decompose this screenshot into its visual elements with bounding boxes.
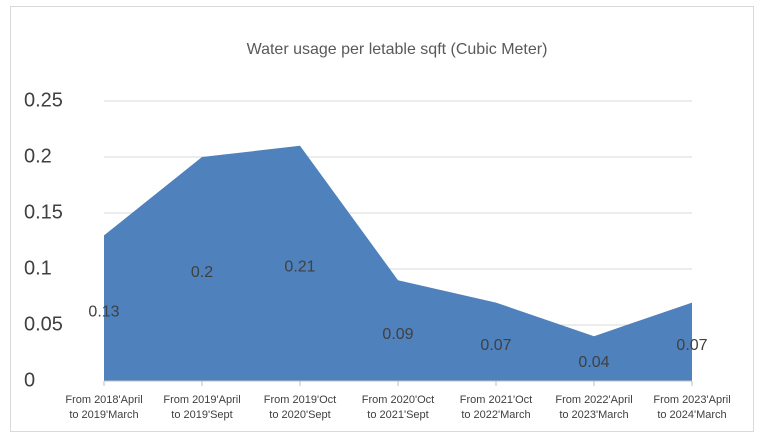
y-tick-label: 0.25 — [24, 89, 63, 111]
y-tick-label: 0.1 — [24, 257, 52, 279]
x-tick-label: to 2021'Sept — [367, 409, 428, 421]
x-tick-label: From 2019'Oct — [264, 394, 336, 406]
x-tick-label: to 2019'March — [69, 409, 138, 421]
x-tick-label: From 2022'April — [555, 394, 632, 406]
y-tick-label: 0.15 — [24, 201, 63, 223]
y-tick-label: 0.05 — [24, 313, 63, 335]
x-tick-label: to 2019'Sept — [171, 409, 232, 421]
x-tick-label: From 2019'April — [163, 394, 240, 406]
data-label: 0.07 — [676, 337, 707, 354]
x-tick-label: From 2020'Oct — [362, 394, 434, 406]
x-tick-label: to 2024'March — [657, 409, 726, 421]
x-tick-label: to 2023'March — [559, 409, 628, 421]
x-tick-label: to 2020'Sept — [269, 409, 330, 421]
data-label: 0.21 — [284, 259, 315, 276]
data-label: 0.13 — [88, 303, 119, 320]
data-label: 0.2 — [191, 264, 213, 281]
data-label: 0.09 — [382, 326, 413, 343]
y-tick-label: 0.2 — [24, 145, 52, 167]
x-tick-label: From 2018'April — [65, 394, 142, 406]
x-tick-label: From 2021'Oct — [460, 394, 532, 406]
chart-title: Water usage per letable sqft (Cubic Mete… — [247, 41, 548, 58]
y-tick-label: 0 — [24, 369, 35, 391]
x-tick-label: to 2022'March — [461, 409, 530, 421]
area — [104, 145, 692, 381]
data-label: 0.04 — [578, 354, 609, 371]
data-label: 0.07 — [480, 337, 511, 354]
x-tick-label: From 2023'April — [653, 394, 730, 406]
